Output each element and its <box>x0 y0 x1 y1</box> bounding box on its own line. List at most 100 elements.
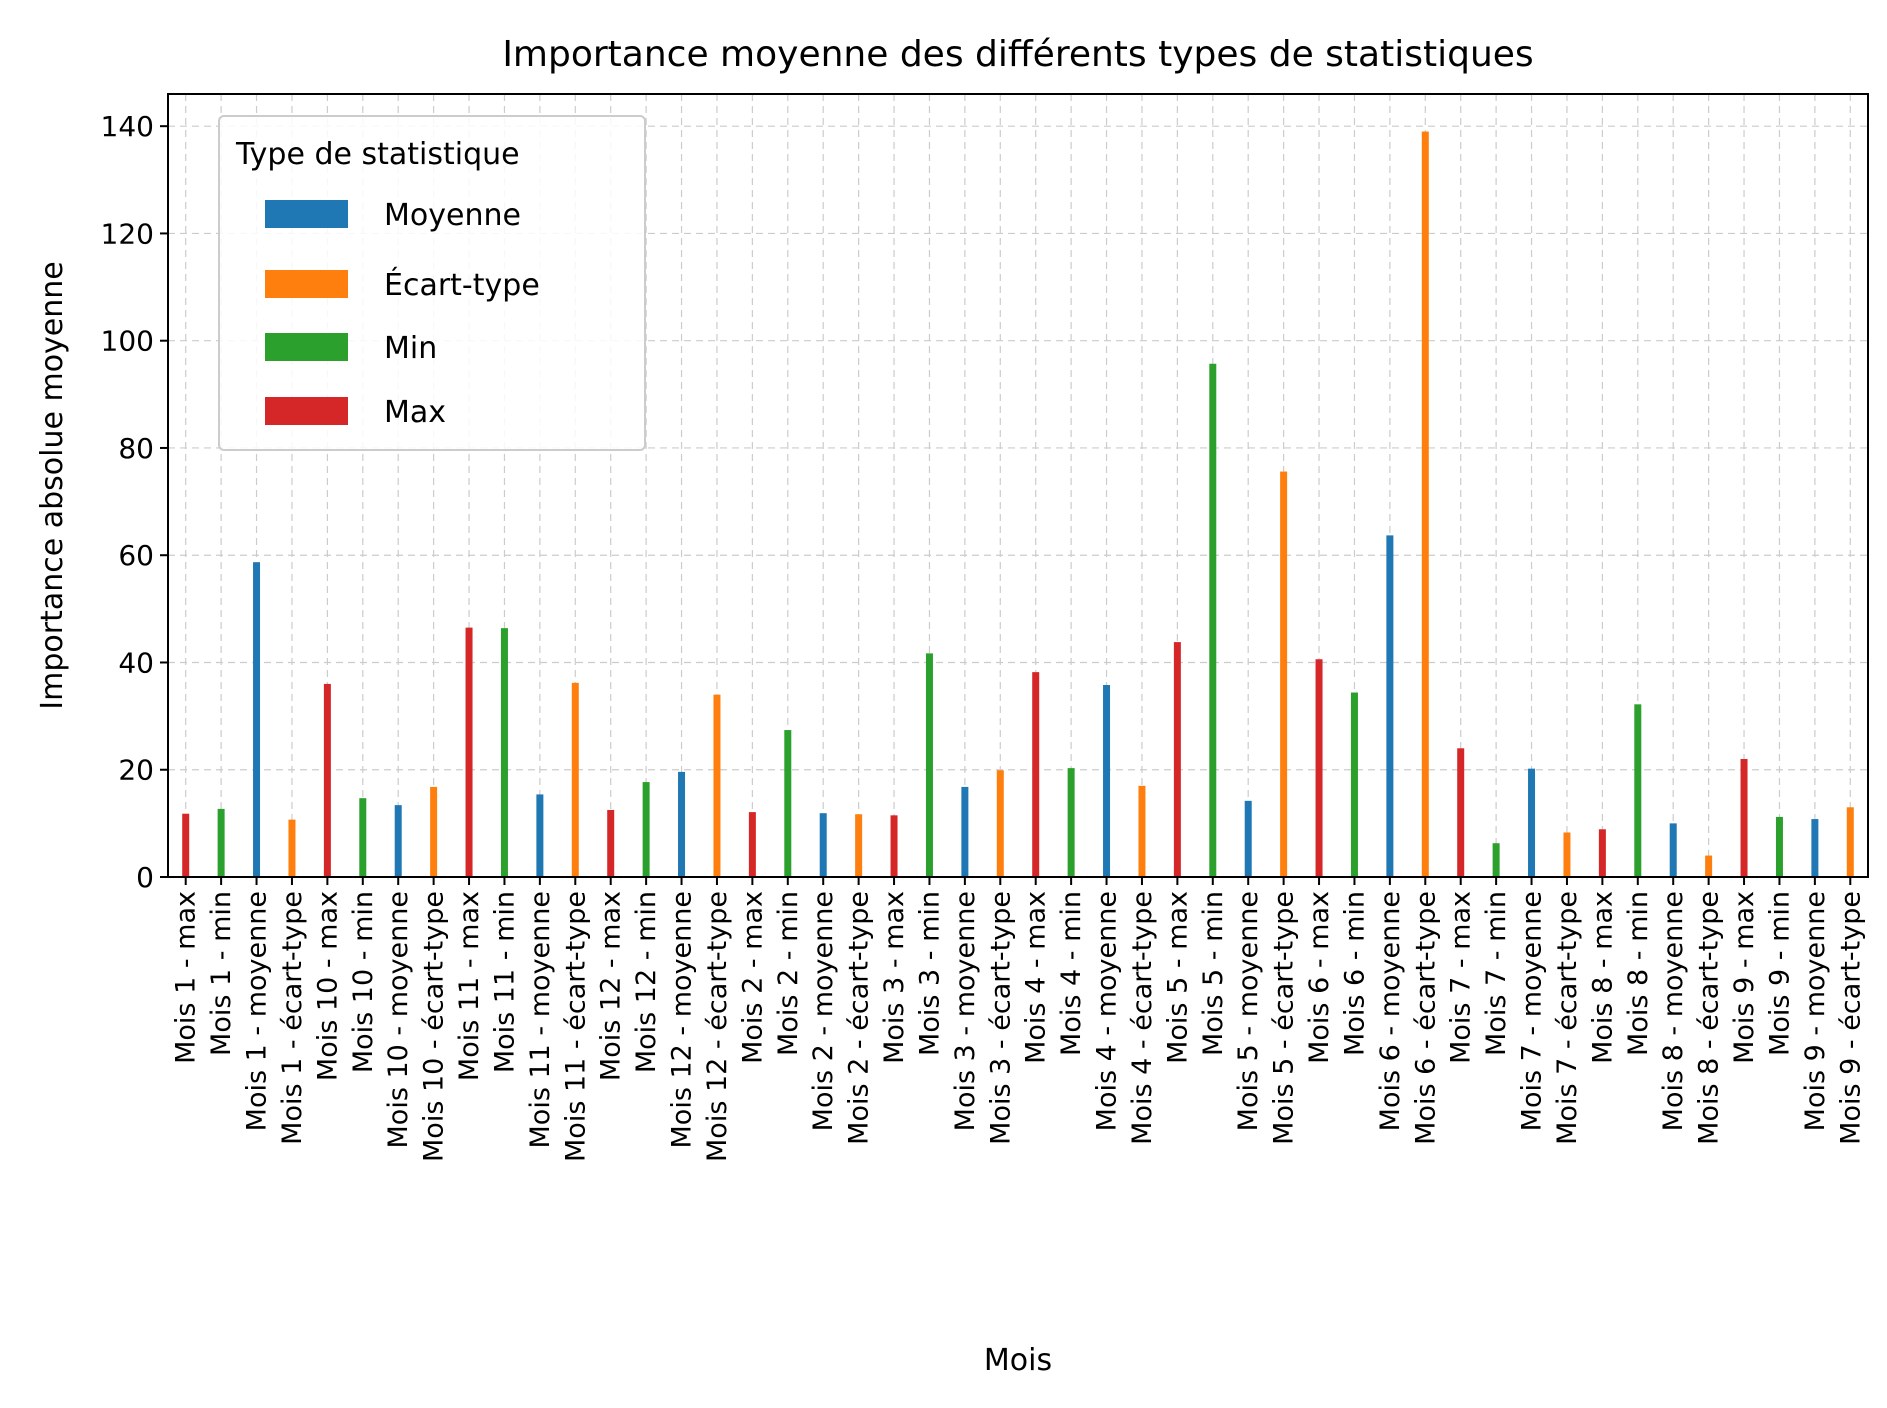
legend-label: Moyenne <box>384 198 521 233</box>
x-tick-label: Mois 9 - max <box>1729 891 1760 1064</box>
legend-box <box>218 115 646 451</box>
legend-label: Min <box>384 331 437 366</box>
x-tick-label: Mois 11 - moyenne <box>525 891 556 1148</box>
x-tick-label: Mois 3 - écart-type <box>985 891 1016 1145</box>
x-tick-label: Mois 4 - min <box>1056 891 1087 1056</box>
y-tick-label: 40 <box>118 646 154 679</box>
bar-max-44 <box>1740 759 1748 877</box>
bar-moyenne-26 <box>1103 685 1111 877</box>
legend-swatch <box>265 270 348 298</box>
bar-min-37 <box>1492 843 1500 877</box>
bar-min-25 <box>1067 768 1075 877</box>
bar--cart-type-31 <box>1280 471 1288 877</box>
bar--cart-type-43 <box>1705 855 1713 877</box>
bars <box>182 131 1854 878</box>
bar-max-16 <box>748 812 756 877</box>
x-tick-label: Mois 6 - moyenne <box>1375 891 1406 1131</box>
bar-min-33 <box>1350 692 1358 877</box>
x-tick-label: Mois 6 - écart-type <box>1410 891 1441 1145</box>
x-tick-label: Mois 11 - écart-type <box>560 891 591 1162</box>
x-tick-label: Mois 12 - écart-type <box>702 891 733 1162</box>
x-tick-label: Mois 1 - max <box>171 891 202 1064</box>
x-tick-label: Mois 5 - écart-type <box>1269 891 1300 1145</box>
x-tick-label: Mois 8 - moyenne <box>1658 891 1689 1131</box>
x-tick-label: Mois 10 - min <box>348 891 379 1073</box>
x-tick-label: Mois 5 - max <box>1162 891 1193 1064</box>
x-tick-label: Mois 7 - min <box>1481 891 1512 1056</box>
x-axis-title: Mois <box>984 1343 1052 1378</box>
bar--cart-type-11 <box>571 682 579 877</box>
bar-min-5 <box>359 798 367 877</box>
bar-moyenne-34 <box>1386 535 1394 877</box>
bar-moyenne-38 <box>1528 768 1536 877</box>
bar-min-1 <box>217 808 225 877</box>
x-tick-label: Mois 2 - moyenne <box>808 891 839 1131</box>
x-tick-label: Mois 3 - moyenne <box>950 891 981 1131</box>
legend-swatch <box>265 333 348 361</box>
bar--cart-type-23 <box>996 770 1004 877</box>
x-tick-label: Mois 8 - écart-type <box>1694 891 1725 1145</box>
bar--cart-type-39 <box>1563 832 1571 877</box>
bar-moyenne-30 <box>1244 800 1252 877</box>
bar--cart-type-3 <box>288 819 296 877</box>
x-tick-label: Mois 10 - écart-type <box>419 891 450 1162</box>
x-tick-label: Mois 7 - max <box>1446 891 1477 1064</box>
legend-swatch <box>265 200 348 228</box>
bar-moyenne-22 <box>961 786 969 877</box>
x-tick-label: Mois 12 - moyenne <box>667 891 698 1148</box>
x-tick-label: Mois 6 - min <box>1339 891 1370 1056</box>
legend: Type de statistique Moyenne Écart-type Min… <box>218 115 646 451</box>
y-tick-label: 120 <box>101 217 154 250</box>
x-tick-label: Mois 8 - max <box>1587 891 1618 1064</box>
x-tick-label: Mois 7 - écart-type <box>1552 891 1583 1145</box>
bar--cart-type-19 <box>855 814 863 877</box>
bar-max-28 <box>1173 642 1181 877</box>
bar-moyenne-10 <box>536 794 544 877</box>
bar-max-40 <box>1598 829 1606 877</box>
bar--cart-type-27 <box>1138 785 1146 877</box>
x-tick-label: Mois 9 - min <box>1764 891 1795 1056</box>
bar-min-13 <box>642 782 650 877</box>
legend-title: Type de statistique <box>235 137 520 172</box>
bar-moyenne-2 <box>253 562 261 877</box>
bar-moyenne-18 <box>819 813 827 877</box>
x-tick-label: Mois 1 - moyenne <box>242 891 273 1131</box>
x-tick-label: Mois 1 - écart-type <box>277 891 308 1145</box>
x-tick-label: Mois 8 - min <box>1623 891 1654 1056</box>
x-tick-label: Mois 6 - max <box>1304 891 1335 1064</box>
y-axis-title: Importance absolue moyenne <box>35 261 70 709</box>
bar-min-29 <box>1209 363 1217 877</box>
bar-moyenne-46 <box>1811 819 1819 877</box>
bar-max-12 <box>607 809 615 877</box>
x-tick-label: Mois 4 - écart-type <box>1127 891 1158 1145</box>
x-tick-label: Mois 4 - max <box>1021 891 1052 1064</box>
bar--cart-type-35 <box>1421 131 1429 878</box>
x-tick-label: Mois 3 - max <box>879 891 910 1064</box>
bar-max-24 <box>1032 672 1040 877</box>
bar-moyenne-14 <box>678 771 686 877</box>
bar--cart-type-15 <box>713 694 721 877</box>
x-tick-label: Mois 5 - moyenne <box>1233 891 1264 1131</box>
bar-min-9 <box>500 628 508 877</box>
chart-title: Importance moyenne des différents types … <box>502 34 1533 75</box>
y-tick-label: 140 <box>101 110 154 143</box>
y-tick-label: 60 <box>118 539 154 572</box>
bar-moyenne-6 <box>394 805 402 877</box>
x-tick-label: Mois 9 - écart-type <box>1835 891 1866 1145</box>
plot-frame <box>167 93 1869 878</box>
x-tick-label: Mois 3 - min <box>914 891 945 1056</box>
x-tick-label: Mois 11 - min <box>489 891 520 1073</box>
bar-min-21 <box>925 653 933 877</box>
legend-swatch <box>265 397 348 425</box>
x-axis: Mois 1 - max Mois 1 - min Mois 1 - moyenne… <box>171 877 1866 1162</box>
bar-max-0 <box>182 813 190 877</box>
x-tick-label: Mois 2 - max <box>737 891 768 1064</box>
x-tick-label: Mois 1 - min <box>206 891 237 1056</box>
bar-max-32 <box>1315 659 1323 877</box>
bar-min-17 <box>784 730 792 877</box>
bar-max-20 <box>890 815 898 877</box>
x-tick-label: Mois 7 - moyenne <box>1517 891 1548 1131</box>
bar--cart-type-7 <box>430 786 438 877</box>
